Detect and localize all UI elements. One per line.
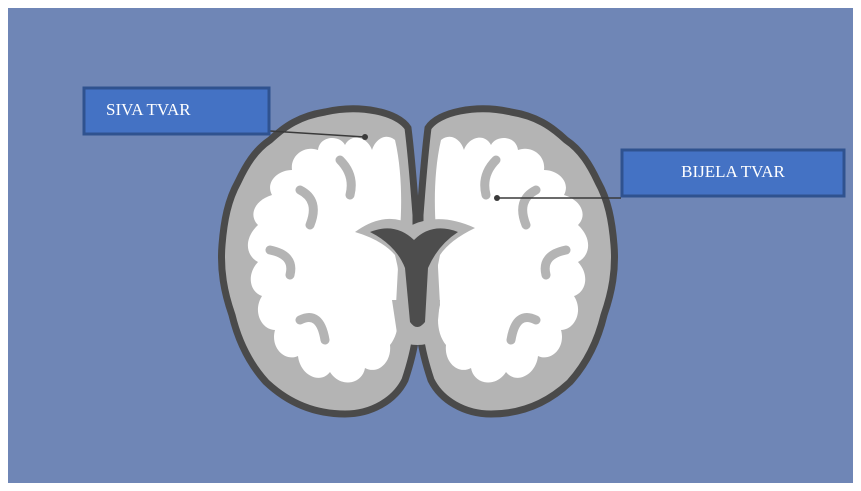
- pointer-dot: [362, 134, 368, 140]
- label-text: BIJELA TVAR: [681, 162, 785, 181]
- page: SIVA TVAR BIJELA TVAR (() => { const dat…: [0, 0, 861, 491]
- label-text: SIVA TVAR: [106, 100, 191, 119]
- diagram: SIVA TVAR BIJELA TVAR: [0, 0, 861, 491]
- pointer-dot: [494, 195, 500, 201]
